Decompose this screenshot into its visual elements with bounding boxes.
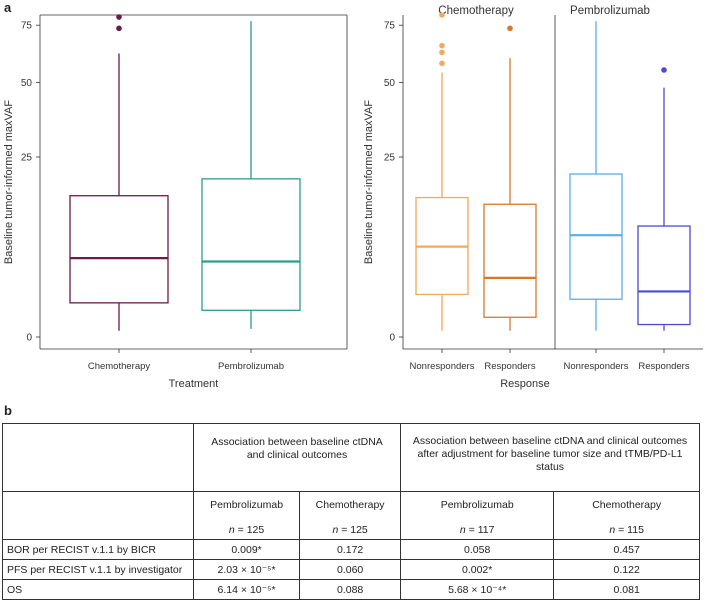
box — [569, 173, 623, 300]
y-tick-label: 0 — [389, 333, 395, 344]
x-tick-label: Responders — [638, 361, 689, 372]
row-label: BOR per RECIST v.1.1 by BICR — [2, 539, 194, 560]
box — [201, 178, 301, 311]
y-tick-label: 75 — [384, 21, 396, 32]
column-header: Chemotherapy n = 125 — [299, 491, 402, 540]
column-drug: Pembrolizumab — [210, 499, 284, 511]
table-cell: 5.68 × 10⁻⁴* — [400, 579, 555, 600]
x-tick-label: Chemotherapy — [88, 361, 151, 372]
x-tick-label: Nonresponders — [564, 361, 629, 372]
table-cell: 0.457 — [553, 539, 700, 560]
table-cell: 0.002* — [400, 559, 555, 580]
panel-a-label: a — [4, 0, 12, 15]
outlier-point — [661, 67, 667, 73]
table-cell: 0.172 — [299, 539, 402, 560]
table-cell: 0.058 — [400, 539, 555, 560]
table-cell: 2.03 × 10⁻⁵* — [192, 559, 301, 580]
panel-b-label: b — [4, 403, 12, 418]
table-cell: 0.081 — [553, 579, 700, 600]
column-n: n = 115 — [609, 524, 644, 536]
y-axis-title: Baseline tumor-informed maxVAF — [3, 100, 15, 265]
outlier-point — [439, 12, 445, 18]
column-drug: Pembrolizumab — [440, 499, 514, 511]
outlier-point — [439, 49, 445, 56]
y-axis-title: Baseline tumor-informed maxVAF — [363, 100, 375, 265]
facet-title: Pembrolizumab — [570, 5, 650, 17]
y-tick-label: 0 — [26, 333, 32, 344]
table-row: PFS per RECIST v.1.1 by investigator 2.0… — [2, 559, 700, 580]
table-cell: 0.088 — [299, 579, 402, 600]
table-cell: 6.14 × 10⁻⁵* — [192, 579, 301, 600]
table-group-header-1: Association between baseline ctDNA and c… — [192, 423, 402, 492]
row-label: PFS per RECIST v.1.1 by investigator — [2, 559, 194, 580]
table-group-header-2: Association between baseline ctDNA and c… — [400, 423, 700, 492]
column-n: n = 125 — [332, 524, 368, 536]
x-tick-label: Nonresponders — [410, 361, 475, 372]
table-cell: 0.122 — [553, 559, 700, 580]
column-drug: Chemotherapy — [315, 499, 385, 511]
table-cell: 0.060 — [299, 559, 402, 580]
y-tick-label: 75 — [21, 21, 33, 32]
boxplot-figure: 0 25 50 75 Chemotherapy Pembrolizumab Treatmen… — [3, 5, 703, 390]
column-drug: Chemotherapy — [592, 499, 662, 511]
outlier-point — [116, 25, 122, 32]
table-blank-cell — [2, 491, 194, 540]
outlier-point — [507, 25, 513, 32]
column-n: n = 125 — [228, 524, 265, 536]
column-header: Pembrolizumab n = 117 — [400, 491, 555, 540]
facet-title: Chemotherapy — [438, 5, 514, 17]
table-row: BOR per RECIST v.1.1 by BICR 0.009* 0.17… — [2, 539, 700, 560]
association-table: Association between baseline ctDNA and c… — [2, 423, 700, 600]
outlier-point — [439, 60, 445, 67]
x-axis-title: Response — [500, 378, 550, 390]
box — [483, 203, 537, 318]
y-tick-label: 25 — [21, 152, 33, 163]
x-tick-label: Pembrolizumab — [218, 361, 284, 372]
outlier-point — [116, 14, 122, 20]
column-header: Pembrolizumab n = 125 — [192, 491, 301, 540]
y-tick-label: 50 — [21, 78, 33, 89]
table-row: OS 6.14 × 10⁻⁵* 0.088 5.68 × 10⁻⁴* 0.081 — [2, 579, 700, 600]
table-corner-cell — [2, 423, 194, 492]
x-axis-title: Treatment — [169, 378, 219, 390]
column-header: Chemotherapy n = 115 — [553, 491, 700, 540]
outlier-point — [439, 42, 445, 49]
x-tick-label: Responders — [484, 361, 535, 372]
y-tick-label: 50 — [384, 78, 396, 89]
box — [637, 225, 691, 326]
row-label: OS — [2, 579, 194, 600]
box — [69, 195, 169, 304]
column-n: n = 117 — [459, 524, 495, 536]
table-cell: 0.009* — [192, 539, 301, 560]
y-tick-label: 25 — [384, 152, 396, 163]
